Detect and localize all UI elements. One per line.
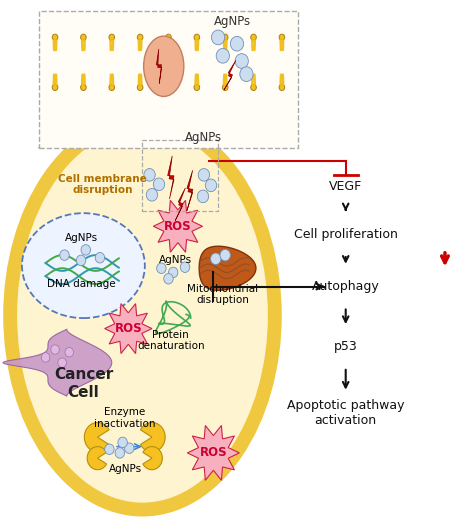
Circle shape (65, 348, 73, 357)
Circle shape (81, 34, 86, 41)
Text: AgNPs: AgNPs (159, 256, 192, 266)
Circle shape (137, 34, 143, 41)
Text: ROS: ROS (200, 447, 227, 459)
Circle shape (156, 263, 166, 274)
Circle shape (125, 443, 134, 453)
Wedge shape (143, 447, 162, 470)
Circle shape (146, 188, 157, 201)
Circle shape (194, 34, 200, 41)
Bar (143, 140, 218, 210)
Circle shape (115, 448, 125, 458)
Circle shape (166, 84, 171, 90)
Polygon shape (156, 49, 162, 84)
Wedge shape (140, 422, 165, 452)
Wedge shape (87, 447, 107, 470)
Ellipse shape (144, 36, 184, 96)
Circle shape (194, 84, 200, 90)
Text: Autophagy: Autophagy (312, 280, 380, 293)
Circle shape (51, 345, 59, 355)
Ellipse shape (22, 213, 145, 318)
Polygon shape (154, 200, 202, 252)
Text: Cell proliferation: Cell proliferation (294, 228, 398, 241)
Text: Cell membrane
disruption: Cell membrane disruption (58, 174, 146, 195)
Circle shape (168, 267, 178, 278)
Ellipse shape (10, 122, 275, 510)
Text: ROS: ROS (164, 220, 192, 233)
Text: DNA damage: DNA damage (47, 279, 115, 289)
Polygon shape (3, 329, 112, 396)
Circle shape (41, 353, 50, 362)
Circle shape (279, 34, 285, 41)
Text: p53: p53 (334, 340, 357, 353)
Circle shape (118, 437, 128, 448)
Circle shape (211, 30, 225, 45)
Text: Apoptotic pathway
activation: Apoptotic pathway activation (287, 399, 404, 427)
Circle shape (81, 84, 86, 90)
Text: AgNPs: AgNPs (185, 130, 222, 144)
Polygon shape (199, 246, 256, 290)
Circle shape (166, 34, 171, 41)
Circle shape (180, 262, 190, 272)
Wedge shape (84, 422, 109, 452)
Circle shape (216, 48, 229, 63)
Circle shape (197, 190, 209, 203)
Circle shape (105, 444, 114, 454)
Circle shape (58, 358, 66, 367)
Text: ROS: ROS (115, 322, 142, 335)
Circle shape (210, 253, 221, 265)
Circle shape (222, 34, 228, 41)
Circle shape (76, 255, 86, 266)
Bar (38, 11, 299, 148)
Text: Mitochondrial
disruption: Mitochondrial disruption (187, 284, 258, 305)
Circle shape (222, 84, 228, 90)
Text: AgNPs: AgNPs (64, 234, 98, 244)
Circle shape (240, 67, 253, 82)
Text: AgNPs: AgNPs (109, 463, 142, 473)
Circle shape (279, 84, 285, 90)
Circle shape (235, 54, 248, 68)
Circle shape (144, 168, 155, 181)
Text: AgNPs: AgNPs (214, 15, 251, 28)
Circle shape (81, 245, 91, 255)
Circle shape (109, 84, 115, 90)
Circle shape (52, 84, 58, 90)
Circle shape (60, 250, 69, 260)
Circle shape (52, 34, 58, 41)
Polygon shape (224, 60, 236, 90)
Polygon shape (187, 426, 239, 480)
Circle shape (220, 249, 230, 261)
Text: VEGF: VEGF (329, 180, 362, 194)
Polygon shape (187, 170, 193, 211)
Circle shape (137, 84, 143, 90)
Circle shape (205, 179, 217, 191)
Text: Cancer
Cell: Cancer Cell (54, 368, 113, 400)
Circle shape (198, 168, 210, 181)
Circle shape (230, 36, 244, 51)
Circle shape (251, 34, 256, 41)
Circle shape (251, 84, 256, 90)
Polygon shape (175, 188, 185, 220)
Circle shape (164, 274, 173, 284)
Circle shape (154, 178, 164, 190)
Text: Protein
denaturation: Protein denaturation (137, 330, 205, 351)
Polygon shape (105, 304, 152, 353)
Circle shape (95, 252, 105, 263)
Polygon shape (168, 156, 174, 199)
Circle shape (109, 34, 115, 41)
Text: Enzyme
inactivation: Enzyme inactivation (94, 407, 156, 429)
